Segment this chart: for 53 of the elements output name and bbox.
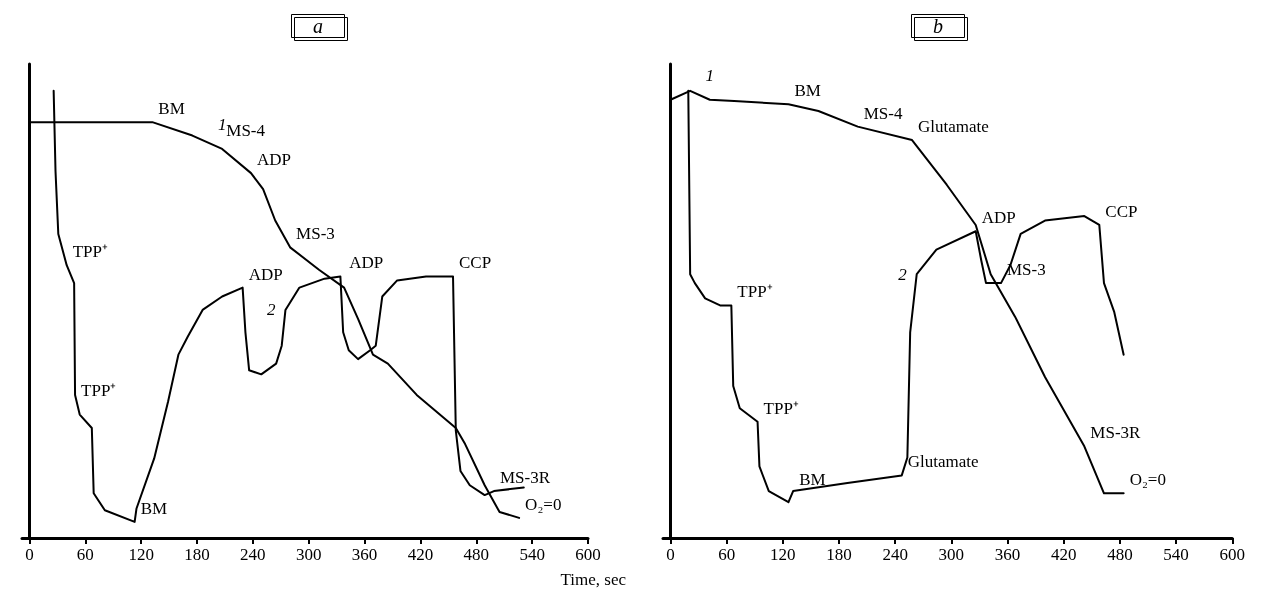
x-tick-label: 180 <box>826 545 852 564</box>
x-tick-label: 480 <box>463 545 490 564</box>
annotation: MS-4 <box>863 103 903 123</box>
x-tick-label: 120 <box>128 545 154 564</box>
annotation: Glutamate <box>918 117 989 137</box>
annotation: BM <box>794 81 821 101</box>
annotation: BM <box>158 99 185 119</box>
annotation: TPP⁺ <box>72 242 108 262</box>
chart-title: b <box>933 15 943 37</box>
series-label: 1 <box>217 114 227 134</box>
series-label: 1 <box>705 65 715 85</box>
x-axis-title: Time, sec <box>560 570 627 589</box>
x-tick-label: 180 <box>184 545 210 564</box>
x-tick-label: 600 <box>1219 545 1245 564</box>
annotation: O₂=0 <box>525 494 562 514</box>
x-tick-label: 420 <box>407 545 434 564</box>
annotation: MS-3R <box>499 468 551 488</box>
x-tick-label: 420 <box>1050 545 1077 564</box>
annotation: MS-3R <box>1090 423 1142 443</box>
x-tick-label: 120 <box>770 545 796 564</box>
annotation: ADP <box>257 150 292 170</box>
annotation: O₂=0 <box>1129 470 1166 490</box>
annotation: TPP⁺ <box>737 282 773 302</box>
annotation: CCP <box>1105 201 1138 221</box>
annotation: Glutamate <box>907 452 979 472</box>
annotation: MS-4 <box>226 121 266 141</box>
x-tick-label: 540 <box>1163 545 1189 564</box>
x-tick-label: 60 <box>76 545 94 564</box>
x-tick-label: 600 <box>575 545 601 564</box>
annotation: MS-3 <box>296 224 335 244</box>
x-tick-label: 300 <box>938 545 965 564</box>
annotation: BM <box>140 498 168 518</box>
x-tick-label: 240 <box>882 545 908 564</box>
chart-title: a <box>313 15 323 37</box>
annotation: TPP⁺ <box>81 380 117 400</box>
annotation: TPP⁺ <box>763 398 799 418</box>
annotation: ADP <box>248 264 283 284</box>
x-tick-label: 0 <box>25 545 34 564</box>
x-tick-label: 300 <box>295 545 322 564</box>
x-tick-label: 540 <box>519 545 545 564</box>
annotation: MS-3 <box>1006 260 1046 280</box>
x-tick-label: 480 <box>1107 545 1133 564</box>
x-tick-label: 60 <box>718 545 736 564</box>
annotation: ADP <box>981 208 1016 228</box>
annotation: CCP <box>459 253 492 273</box>
x-tick-label: 360 <box>351 545 378 564</box>
x-tick-label: 360 <box>994 545 1021 564</box>
series-label: 2 <box>266 300 276 320</box>
annotation: BM <box>799 470 826 490</box>
annotation: ADP <box>349 253 384 273</box>
x-tick-label: 240 <box>240 545 266 564</box>
x-tick-label: 0 <box>666 545 675 564</box>
series-label: 2 <box>898 264 908 284</box>
